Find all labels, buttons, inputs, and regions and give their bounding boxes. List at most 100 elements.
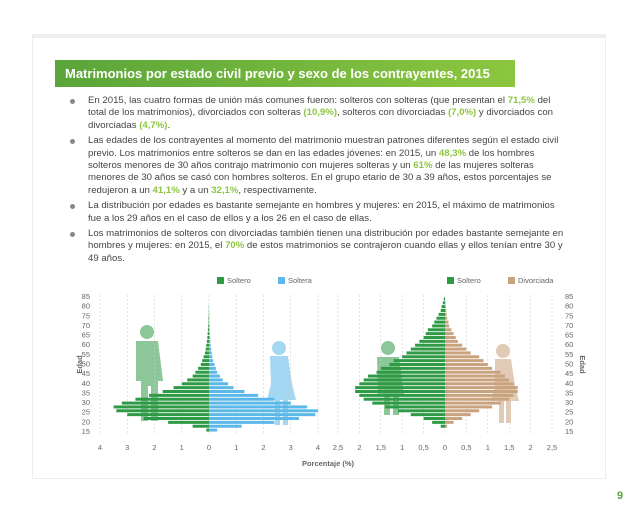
bar: [209, 378, 223, 382]
bar: [445, 359, 484, 363]
bar: [207, 335, 209, 340]
bar: [209, 362, 215, 367]
bar: [445, 312, 447, 316]
text: de las mujeres solteras menores de 30 añ…: [88, 160, 552, 196]
bar: [149, 393, 209, 397]
bar: [209, 409, 318, 413]
bar: [410, 413, 445, 417]
legend-swatch: [508, 277, 515, 284]
x-tick-label: 0,5: [418, 443, 428, 452]
bar: [445, 413, 471, 417]
bar: [445, 420, 454, 424]
bar: [209, 366, 216, 370]
bar: [209, 335, 211, 340]
bar: [209, 351, 212, 355]
legend-swatch: [447, 277, 454, 284]
highlight: (4,7%): [139, 119, 168, 131]
bar: [445, 401, 501, 405]
bar: [209, 397, 275, 401]
y-tick-label: 20: [565, 417, 573, 426]
highlight: 41,1%: [152, 184, 180, 196]
x-tick-label: 2: [152, 443, 156, 452]
bar: [187, 378, 209, 382]
bar: [208, 320, 209, 324]
bar: [423, 416, 445, 421]
bar: [203, 355, 209, 359]
y-tick-label: 65: [565, 331, 573, 340]
bar: [445, 343, 463, 347]
bar: [116, 409, 209, 413]
bar: [202, 359, 209, 363]
x-tick-label: 1: [400, 443, 404, 452]
bar: [389, 362, 445, 367]
bar: [440, 308, 445, 313]
y-tick-label: 85: [565, 292, 573, 301]
bar: [209, 424, 242, 428]
bar: [445, 332, 454, 336]
bar: [445, 355, 480, 359]
bar: [209, 370, 218, 374]
bar: [355, 389, 445, 394]
highlight: 48,3%: [438, 147, 467, 159]
x-axis-label: Porcentaje (%): [302, 459, 355, 468]
bar: [438, 312, 445, 316]
bar: [359, 382, 445, 386]
bullet: Las edades de los contrayentes al moment…: [70, 135, 570, 197]
y-tick-label: 40: [82, 379, 90, 388]
bar: [445, 308, 447, 313]
bar: [445, 386, 518, 390]
bar: [209, 359, 214, 363]
bar: [209, 339, 211, 343]
bar: [445, 351, 471, 355]
y-tick-label: 75: [565, 311, 573, 320]
bar: [209, 374, 220, 378]
y-tick-label: 30: [565, 398, 573, 407]
x-tick-label: 0,5: [461, 443, 471, 452]
text: Las edades de los contrayentes al moment…: [88, 135, 559, 159]
y-tick-label: 15: [82, 427, 90, 436]
bar: [173, 386, 209, 390]
y-tick-label: 45: [82, 369, 90, 378]
text: , respectivamente.: [238, 184, 317, 196]
bar: [209, 343, 211, 347]
bar: [434, 320, 445, 324]
bar: [372, 401, 445, 405]
x-tick-label: 4: [98, 443, 102, 452]
text: La distribución por edades es bastante s…: [88, 200, 555, 224]
bullet: En 2015, las cuatro formas de unión más …: [70, 95, 570, 132]
bar: [209, 332, 210, 336]
bar: [181, 382, 209, 386]
bar: [440, 424, 445, 428]
bar: [445, 389, 518, 394]
title-bar: Matrimonios por estado civil previo y se…: [55, 60, 515, 87]
bar: [206, 428, 209, 432]
x-tick-label: 1: [180, 443, 184, 452]
bar: [208, 316, 209, 320]
bar: [445, 397, 510, 401]
bar: [397, 409, 445, 413]
page-number: 9: [617, 490, 624, 502]
bar: [432, 420, 445, 424]
y-tick-label: 70: [565, 321, 573, 330]
y-tick-label: 15: [565, 427, 573, 436]
bar: [127, 413, 209, 417]
bar: [209, 401, 291, 405]
bar: [445, 409, 480, 413]
y-tick-label: 50: [82, 359, 90, 368]
bar: [441, 305, 445, 309]
bar: [442, 301, 445, 305]
x-tick-label: 0: [443, 443, 447, 452]
y-tick-label: 80: [82, 302, 90, 311]
x-tick-label: 1: [234, 443, 238, 452]
bar: [445, 324, 450, 328]
bar: [445, 335, 456, 340]
y-tick-label: 30: [82, 398, 90, 407]
bar: [445, 416, 463, 421]
text: .: [167, 119, 171, 131]
bar: [207, 332, 209, 336]
bar: [195, 370, 209, 374]
y-tick-label: 50: [565, 359, 573, 368]
bar: [198, 366, 209, 370]
y-tick-label: 25: [82, 408, 90, 417]
